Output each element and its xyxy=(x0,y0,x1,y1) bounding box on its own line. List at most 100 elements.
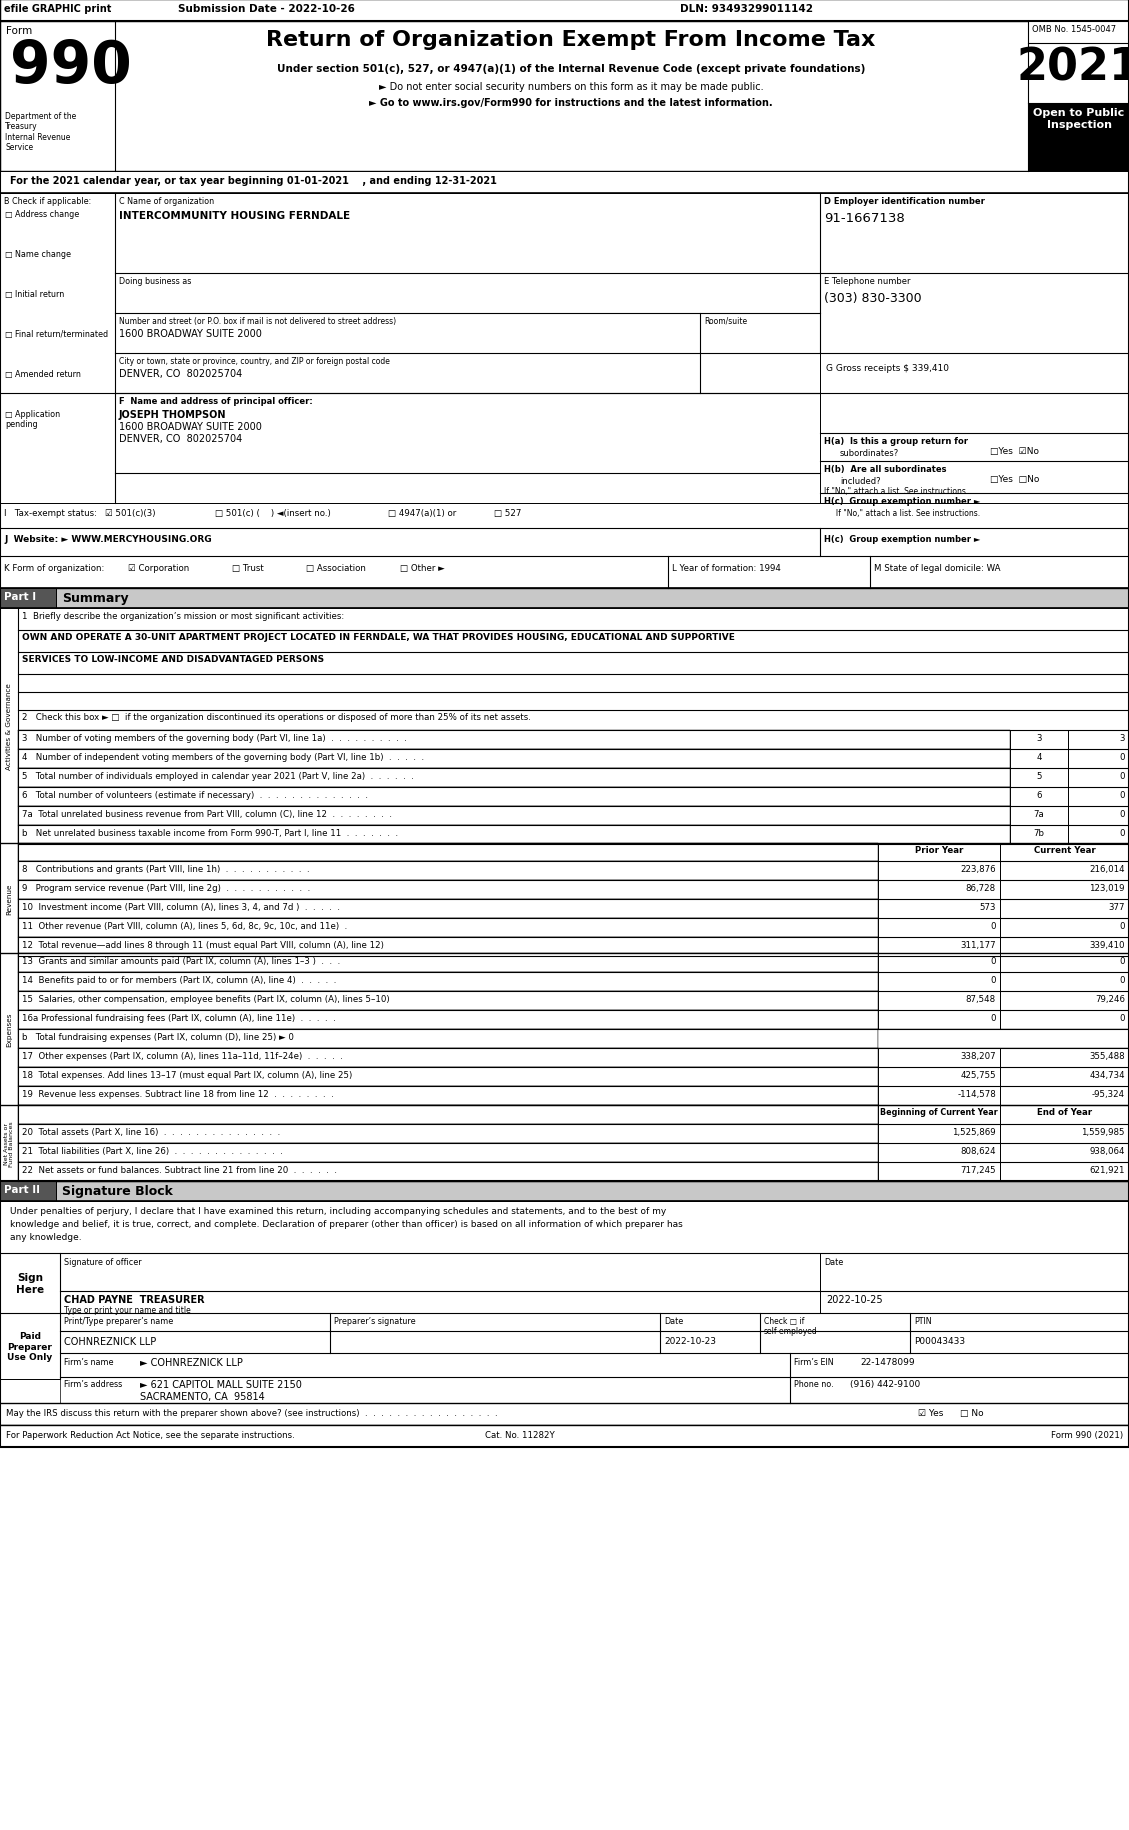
Text: 0: 0 xyxy=(1120,772,1124,781)
Text: □ Application
pending: □ Application pending xyxy=(5,410,60,430)
Text: 15  Salaries, other compensation, employee benefits (Part IX, column (A), lines : 15 Salaries, other compensation, employe… xyxy=(21,994,390,1003)
Text: □ Name change: □ Name change xyxy=(5,251,71,258)
Text: Return of Organization Exempt From Income Tax: Return of Organization Exempt From Incom… xyxy=(266,29,876,49)
Text: 5: 5 xyxy=(1036,772,1042,781)
Bar xyxy=(878,953,1000,972)
Text: H(a)  Is this a group return for: H(a) Is this a group return for xyxy=(824,437,968,447)
Text: If "No," attach a list. See instructions.: If "No," attach a list. See instructions… xyxy=(824,487,969,496)
Bar xyxy=(1000,992,1129,1010)
Bar xyxy=(878,1049,1000,1067)
Text: efile GRAPHIC print: efile GRAPHIC print xyxy=(5,4,112,15)
Text: D Employer identification number: D Employer identification number xyxy=(824,198,984,207)
Text: 717,245: 717,245 xyxy=(961,1166,996,1175)
Text: J  Website: ► WWW.MERCYHOUSING.ORG: J Website: ► WWW.MERCYHOUSING.ORG xyxy=(5,534,211,544)
Bar xyxy=(1010,750,1068,769)
Text: 8   Contributions and grants (Part VIII, line 1h)  .  .  .  .  .  .  .  .  .  . : 8 Contributions and grants (Part VIII, l… xyxy=(21,864,309,873)
Text: 223,876: 223,876 xyxy=(961,864,996,873)
Text: 1600 BROADWAY SUITE 2000: 1600 BROADWAY SUITE 2000 xyxy=(119,421,262,432)
Text: 17  Other expenses (Part IX, column (A), lines 11a–11d, 11f–24e)  .  .  .  .  .: 17 Other expenses (Part IX, column (A), … xyxy=(21,1052,343,1060)
Text: 3: 3 xyxy=(1036,734,1042,743)
Text: Net Assets or
Fund Balances: Net Assets or Fund Balances xyxy=(3,1120,15,1166)
Bar xyxy=(1010,730,1068,750)
Bar xyxy=(878,900,1000,919)
Text: □ 4947(a)(1) or: □ 4947(a)(1) or xyxy=(388,509,456,518)
Bar xyxy=(1000,900,1129,919)
Text: 339,410: 339,410 xyxy=(1089,941,1124,950)
Text: included?: included? xyxy=(840,478,881,485)
Text: 2021: 2021 xyxy=(1017,46,1129,90)
Bar xyxy=(0,1105,18,1182)
Text: (303) 830-3300: (303) 830-3300 xyxy=(824,291,921,306)
Bar xyxy=(1000,1105,1129,1124)
Bar xyxy=(0,22,1129,172)
Bar xyxy=(1000,1087,1129,1105)
Bar xyxy=(0,953,18,1105)
Bar xyxy=(18,900,878,919)
Text: Phone no.: Phone no. xyxy=(794,1380,833,1389)
Text: 22  Net assets or fund balances. Subtract line 21 from line 20  .  .  .  .  .  .: 22 Net assets or fund balances. Subtract… xyxy=(21,1166,336,1175)
Bar xyxy=(1000,1010,1129,1030)
Text: 355,488: 355,488 xyxy=(1089,1052,1124,1060)
Bar xyxy=(878,1162,1000,1182)
Bar xyxy=(18,1067,878,1087)
Text: 0: 0 xyxy=(990,922,996,930)
Text: H(b)  Are all subordinates: H(b) Are all subordinates xyxy=(824,465,946,474)
Text: 16a Professional fundraising fees (Part IX, column (A), line 11e)  .  .  .  .  .: 16a Professional fundraising fees (Part … xyxy=(21,1014,335,1023)
Text: Cat. No. 11282Y: Cat. No. 11282Y xyxy=(485,1431,554,1438)
Text: □ Final return/terminated: □ Final return/terminated xyxy=(5,329,108,339)
Text: Number and street (or P.O. box if mail is not delivered to street address): Number and street (or P.O. box if mail i… xyxy=(119,317,396,326)
Bar xyxy=(60,1254,820,1314)
Text: 87,548: 87,548 xyxy=(966,994,996,1003)
Text: -95,324: -95,324 xyxy=(1092,1089,1124,1098)
Bar xyxy=(18,807,1010,825)
Text: COHNREZNICK LLP: COHNREZNICK LLP xyxy=(64,1336,156,1347)
Text: any knowledge.: any knowledge. xyxy=(10,1232,81,1241)
Bar xyxy=(878,1124,1000,1144)
Text: ► 621 CAPITOL MALL SUITE 2150: ► 621 CAPITOL MALL SUITE 2150 xyxy=(140,1380,301,1389)
Text: b   Total fundraising expenses (Part IX, column (D), line 25) ► 0: b Total fundraising expenses (Part IX, c… xyxy=(21,1032,294,1041)
Text: Firm’s address: Firm’s address xyxy=(64,1380,122,1389)
Text: If "No," attach a list. See instructions.: If "No," attach a list. See instructions… xyxy=(824,509,980,518)
Text: For Paperwork Reduction Act Notice, see the separate instructions.: For Paperwork Reduction Act Notice, see … xyxy=(6,1431,295,1438)
Bar xyxy=(878,1105,1000,1124)
Text: C Name of organization: C Name of organization xyxy=(119,198,215,207)
Text: Firm’s EIN: Firm’s EIN xyxy=(794,1358,833,1367)
Bar xyxy=(878,992,1000,1010)
Bar xyxy=(18,1162,878,1182)
Bar xyxy=(18,1124,878,1144)
Bar xyxy=(0,194,1129,503)
Text: 216,014: 216,014 xyxy=(1089,864,1124,873)
Text: 1,559,985: 1,559,985 xyxy=(1082,1127,1124,1136)
Text: 0: 0 xyxy=(1120,809,1124,818)
Text: 621,921: 621,921 xyxy=(1089,1166,1124,1175)
Text: 123,019: 123,019 xyxy=(1089,884,1124,893)
Text: Form: Form xyxy=(6,26,33,37)
Text: b   Net unrelated business taxable income from Form 990-T, Part I, line 11  .  .: b Net unrelated business taxable income … xyxy=(21,829,399,838)
Text: 808,624: 808,624 xyxy=(961,1146,996,1155)
Text: ☑ Corporation: ☑ Corporation xyxy=(128,564,190,573)
Text: Current Year: Current Year xyxy=(1034,845,1095,855)
Bar xyxy=(18,609,1129,631)
Bar xyxy=(878,1144,1000,1162)
Text: L Year of formation: 1994: L Year of formation: 1994 xyxy=(672,564,781,573)
Text: DLN: 93493299011142: DLN: 93493299011142 xyxy=(680,4,813,15)
Text: 7a  Total unrelated business revenue from Part VIII, column (C), line 12  .  .  : 7a Total unrelated business revenue from… xyxy=(21,809,392,818)
Text: G Gross receipts $ 339,410: G Gross receipts $ 339,410 xyxy=(826,364,949,373)
Text: K Form of organization:: K Form of organization: xyxy=(5,564,104,573)
Bar xyxy=(820,274,1129,353)
Bar xyxy=(878,1010,1000,1030)
Text: 12  Total revenue—add lines 8 through 11 (must equal Part VIII, column (A), line: 12 Total revenue—add lines 8 through 11 … xyxy=(21,941,384,950)
Bar xyxy=(0,1314,1129,1330)
Bar xyxy=(18,1105,878,1124)
Text: □ 527: □ 527 xyxy=(495,509,522,518)
Text: 0: 0 xyxy=(990,975,996,985)
Bar xyxy=(18,750,1010,769)
Text: Signature Block: Signature Block xyxy=(62,1184,173,1197)
Text: □Yes  ☑No: □Yes ☑No xyxy=(990,447,1039,456)
Text: 573: 573 xyxy=(980,902,996,911)
Text: (916) 442-9100: (916) 442-9100 xyxy=(850,1380,920,1389)
Text: Open to Public
Inspection: Open to Public Inspection xyxy=(1033,108,1124,130)
Text: Date: Date xyxy=(824,1257,843,1266)
Text: 3: 3 xyxy=(1120,734,1124,743)
Bar xyxy=(1000,880,1129,900)
